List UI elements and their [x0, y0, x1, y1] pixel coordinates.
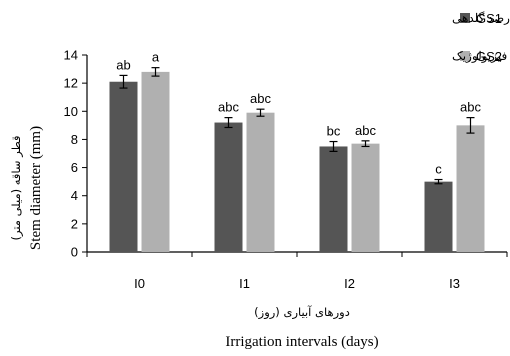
legend-description-gs1: سبز شدن ۵۰ درصد بوته ها تا ۵۰ درصد گلدهی — [452, 11, 510, 25]
bar-gs1-i2 — [319, 146, 348, 252]
bar-gs1-i1 — [214, 122, 243, 253]
legend-description-gs2: ۵۰ درصد گلدهی تا رسیدگی فیزیولوژیک — [452, 49, 510, 63]
y-tick-label: 8 — [71, 132, 78, 147]
x-axis-label-persian: دورهای آبیاری (روز) — [254, 305, 350, 320]
bar-gs2-i1 — [246, 112, 275, 252]
significance-letter: ab — [116, 57, 130, 72]
significance-letter: abc — [250, 91, 271, 106]
x-tick-label: I2 — [344, 276, 355, 291]
y-axis-label: Stem diameter (mm) — [28, 126, 44, 250]
y-tick-label: 14 — [64, 48, 78, 63]
legend-label-gs1: GS1 — [476, 11, 502, 26]
legend-label-gs2: GS2 — [476, 49, 502, 64]
bar-gs1-i3 — [424, 181, 453, 252]
y-tick-label: 2 — [71, 216, 78, 231]
y-tick-label: 4 — [71, 188, 78, 203]
legend-swatch-gs1 — [460, 13, 470, 23]
significance-letter: bc — [327, 124, 341, 139]
y-tick-label: 12 — [64, 76, 78, 91]
significance-letter: abc — [355, 123, 376, 138]
y-axis-label-persian: قطر ساقه (میلی متر) — [9, 135, 24, 240]
y-axis-ticks: 0 2 4 6 8 10 12 14 — [64, 48, 87, 260]
legend: GS1سبز شدن ۵۰ درصد بوته ها تا ۵۰ درصد گل… — [452, 11, 510, 64]
y-tick-label: 0 — [71, 245, 78, 260]
significance-letter: abc — [460, 100, 481, 115]
x-axis-label: Irrigation intervals (days) — [225, 334, 378, 350]
significance-letter: abc — [218, 100, 239, 115]
x-tick-label: I3 — [449, 276, 460, 291]
x-tick-label: I1 — [239, 276, 250, 291]
bar-gs2-i0 — [141, 71, 170, 252]
bar-gs2-i2 — [351, 143, 380, 252]
significance-letter: a — [152, 50, 160, 65]
bar-gs2-i3 — [456, 125, 485, 252]
y-tick-label: 10 — [64, 104, 78, 119]
legend-swatch-gs2 — [460, 51, 470, 61]
x-tick-label: I0 — [134, 276, 145, 291]
x-axis-ticks: I0 I1 I2 I3 — [86, 252, 508, 291]
significance-letter: c — [435, 162, 442, 177]
y-tick-label: 6 — [71, 160, 78, 175]
bar-gs1-i0 — [109, 81, 138, 252]
